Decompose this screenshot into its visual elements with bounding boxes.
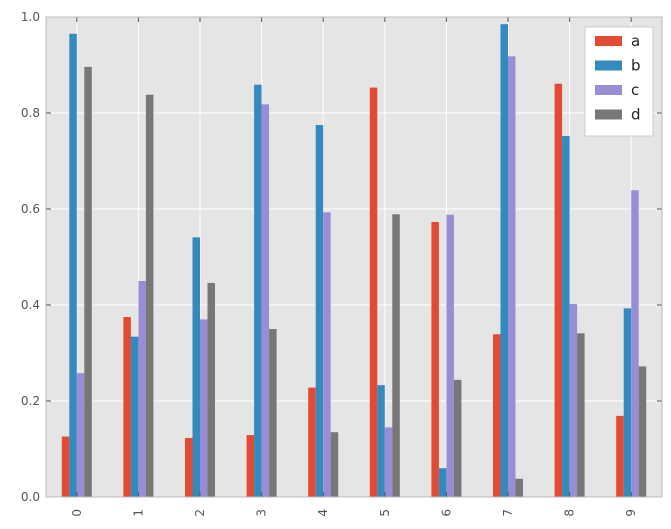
plot-border — [45, 16, 663, 498]
bar-b-3 — [254, 84, 262, 498]
legend-swatch-d — [595, 109, 622, 120]
y-tick-label: 0.8 — [21, 106, 40, 120]
bar-d-6 — [453, 379, 462, 497]
bar-d-8 — [577, 333, 585, 497]
y-tick-label: 0.2 — [21, 394, 40, 408]
legend-swatch-a — [595, 36, 622, 46]
bar-d-4 — [330, 432, 339, 497]
bar-a-1 — [123, 317, 131, 497]
legend-swatch-b — [595, 60, 622, 71]
x-tick-label: 9 — [624, 509, 638, 517]
y-tick-label: 1.0 — [21, 10, 40, 24]
bar-d-3 — [269, 329, 277, 497]
bar-c-1 — [138, 281, 146, 497]
bar-b-4 — [315, 125, 324, 497]
y-axis: 0.0 0.2 0.4 0.6 0.8 1.0 — [21, 10, 662, 504]
x-tick-label: 4 — [316, 509, 330, 517]
bar-a-8 — [554, 83, 563, 497]
y-tick-label: 0.4 — [21, 298, 40, 312]
bar-d-0 — [84, 66, 92, 498]
bar-d-7 — [515, 478, 523, 497]
y-tick-label: 0.6 — [21, 202, 40, 216]
bar-a-3 — [246, 435, 255, 497]
bar-c-3 — [261, 104, 270, 498]
bar-b-8 — [562, 136, 570, 498]
bar-c-7 — [508, 56, 516, 498]
bar-c-2 — [200, 319, 208, 497]
bar-c-4 — [323, 212, 331, 498]
bar-a-4 — [308, 387, 316, 497]
bar-d-5 — [392, 214, 400, 497]
legend-label-b: b — [631, 57, 641, 75]
bar-d-1 — [145, 94, 154, 497]
x-tick-label: 3 — [255, 509, 269, 517]
bar-a-2 — [185, 437, 193, 497]
x-tick-label: 1 — [131, 509, 145, 517]
bar-c-9 — [631, 190, 639, 497]
legend-label-d: d — [631, 106, 641, 124]
bar-b-7 — [500, 24, 508, 497]
x-tick-label: 0 — [70, 509, 84, 517]
bar-a-5 — [369, 87, 378, 497]
bar-d-9 — [638, 366, 647, 497]
x-tick-label: 8 — [563, 509, 577, 517]
bar-b-5 — [377, 385, 385, 497]
bar-a-7 — [493, 334, 501, 497]
bar-c-0 — [76, 373, 85, 497]
x-tick-label: 5 — [378, 509, 392, 517]
bars — [61, 24, 647, 498]
bar-a-0 — [61, 436, 70, 497]
bar-c-8 — [569, 304, 578, 497]
bar-b-0 — [69, 33, 77, 498]
legend-label-a: a — [631, 32, 640, 50]
bar-c-6 — [446, 214, 454, 497]
x-tick-label: 7 — [501, 509, 515, 517]
bar-a-9 — [616, 415, 624, 497]
x-tick-label: 6 — [439, 509, 453, 517]
x-axis: 0 1 2 3 4 5 6 7 8 9 — [45, 16, 663, 517]
bar-b-2 — [192, 237, 200, 497]
bar-b-6 — [438, 468, 447, 497]
bar-d-2 — [207, 282, 215, 497]
legend-swatch-c — [595, 85, 622, 95]
x-tick-label: 2 — [193, 509, 207, 517]
bar-a-6 — [431, 221, 439, 497]
legend-label-c: c — [631, 81, 639, 99]
bar-b-9 — [623, 308, 632, 497]
y-tick-label: 0.0 — [21, 490, 40, 504]
bar-b-1 — [130, 336, 139, 497]
bar-c-5 — [384, 427, 393, 497]
